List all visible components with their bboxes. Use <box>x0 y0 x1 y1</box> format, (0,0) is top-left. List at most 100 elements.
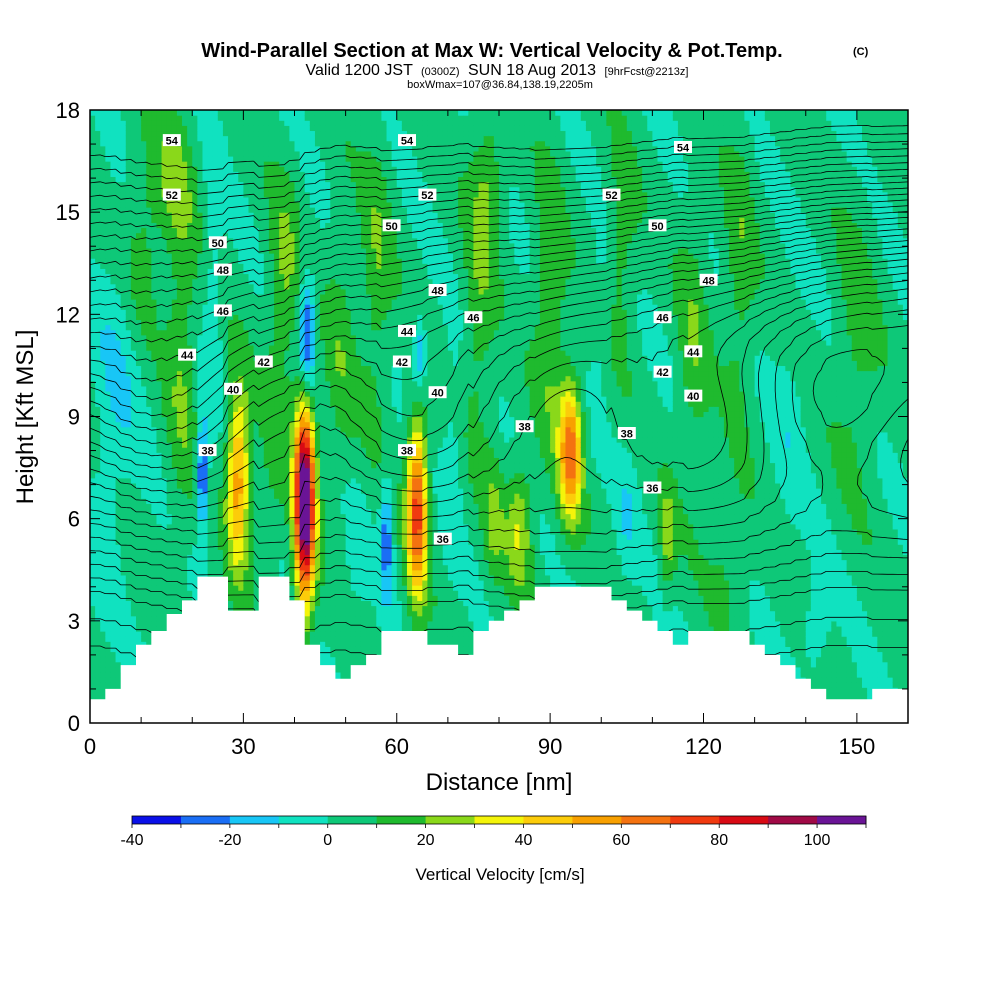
w-cell <box>207 155 214 162</box>
w-cell <box>136 324 142 331</box>
w-cell <box>130 457 137 464</box>
w-cell <box>268 539 275 545</box>
w-cell <box>176 421 183 428</box>
w-cell <box>187 574 193 581</box>
w-cell <box>248 549 255 556</box>
w-cell <box>115 242 122 249</box>
w-cell <box>115 319 122 326</box>
w-cell <box>243 324 250 331</box>
w-cell <box>222 166 229 172</box>
w-cell <box>130 600 137 607</box>
w-cell <box>115 339 122 346</box>
w-cell <box>120 503 127 510</box>
w-cell <box>258 130 265 137</box>
w-cell <box>212 283 219 290</box>
w-cell <box>110 140 117 147</box>
w-cell <box>151 309 158 315</box>
w-cell <box>95 406 101 412</box>
w-cell <box>130 191 137 198</box>
w-cell <box>136 544 142 550</box>
w-cell <box>222 447 229 453</box>
w-cell <box>105 585 112 591</box>
w-cell <box>243 273 250 280</box>
w-cell <box>187 155 193 162</box>
w-cell <box>217 533 224 540</box>
w-cell <box>100 263 106 269</box>
valid-time-line: Valid 1200 JST (0300Z) SUN 18 Aug 2013 [… <box>306 62 689 79</box>
w-cell <box>197 130 204 137</box>
w-cell <box>176 442 183 448</box>
w-cell <box>125 661 132 668</box>
w-cell <box>217 278 224 285</box>
w-cell <box>279 533 285 540</box>
w-cell <box>294 518 301 525</box>
w-cell <box>136 278 142 285</box>
w-cell <box>202 232 209 239</box>
w-cell <box>284 145 290 152</box>
w-cell <box>243 513 250 520</box>
w-cell <box>233 360 239 367</box>
w-cell <box>171 227 178 234</box>
w-cell <box>100 288 106 295</box>
w-cell <box>248 273 255 280</box>
w-cell <box>151 232 158 239</box>
w-cell <box>274 493 280 499</box>
w-cell <box>130 329 137 336</box>
w-cell <box>192 207 198 213</box>
w-cell <box>90 258 96 264</box>
w-cell <box>110 355 117 361</box>
w-cell <box>197 457 204 464</box>
w-cell <box>166 482 173 489</box>
w-cell <box>284 171 290 178</box>
w-cell <box>161 365 168 372</box>
w-cell <box>263 242 270 249</box>
w-cell <box>289 334 296 341</box>
w-cell <box>156 253 163 259</box>
w-cell <box>100 488 106 494</box>
w-cell <box>151 508 158 515</box>
w-cell <box>202 258 209 264</box>
w-cell <box>212 544 219 550</box>
w-cell <box>217 416 224 423</box>
w-cell <box>105 559 112 566</box>
w-cell <box>279 503 285 510</box>
w-cell <box>238 314 244 321</box>
w-cell <box>136 416 142 423</box>
w-cell <box>105 482 112 489</box>
w-cell <box>182 161 188 167</box>
w-cell <box>233 579 239 586</box>
w-cell <box>171 314 178 321</box>
w-cell <box>95 498 101 504</box>
w-cell <box>105 666 112 673</box>
w-cell <box>136 120 142 126</box>
w-cell <box>151 120 158 126</box>
w-cell <box>171 150 178 157</box>
w-cell <box>263 350 270 356</box>
w-cell <box>233 493 239 499</box>
w-cell <box>222 508 229 515</box>
w-cell <box>110 283 117 290</box>
w-cell <box>151 401 158 407</box>
w-cell <box>125 350 132 356</box>
chart-title: Wind-Parallel Section at Max W: Vertical… <box>201 40 782 62</box>
w-cell <box>151 595 158 601</box>
w-cell <box>125 176 132 183</box>
w-cell <box>166 299 173 305</box>
w-cell <box>151 482 158 489</box>
w-cell <box>207 324 214 331</box>
w-cell <box>289 539 296 545</box>
w-cell <box>197 544 204 550</box>
w-cell <box>217 120 224 126</box>
w-cell <box>161 457 168 464</box>
w-cell <box>161 232 168 239</box>
w-cell <box>233 288 239 295</box>
w-cell <box>217 401 224 407</box>
w-cell <box>207 293 214 300</box>
w-cell <box>151 370 158 377</box>
w-cell <box>202 324 209 331</box>
w-cell <box>100 125 106 132</box>
w-cell <box>166 554 173 561</box>
w-cell <box>279 549 285 556</box>
w-cell <box>238 171 244 178</box>
w-cell <box>228 227 234 234</box>
